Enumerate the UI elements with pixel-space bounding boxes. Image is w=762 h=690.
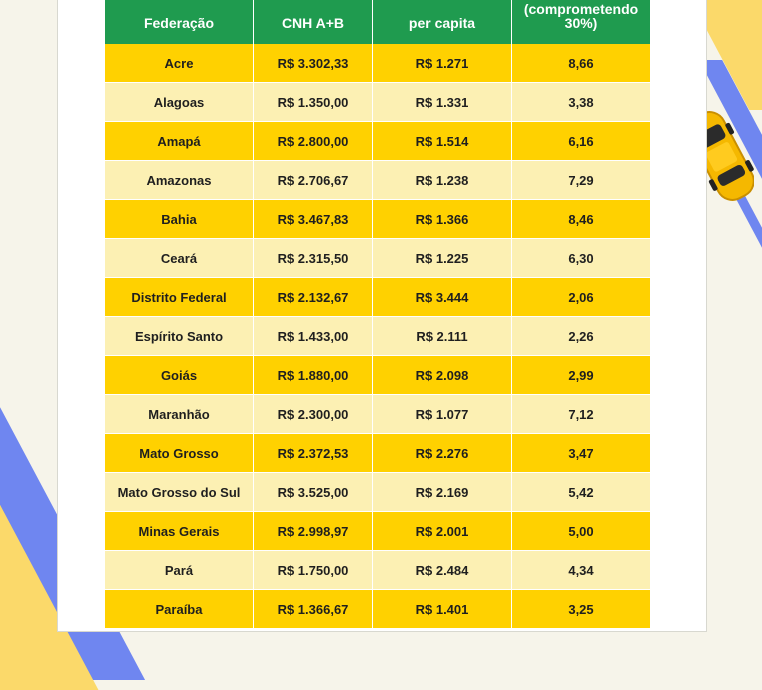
cnh-cell: R$ 1.433,00: [253, 316, 373, 356]
cnh-cell: R$ 2.132,67: [253, 277, 373, 317]
per-capita-cell: R$ 1.401: [372, 589, 512, 629]
per-capita-cell: R$ 2.098: [372, 355, 512, 395]
months-cell: 5,42: [511, 472, 650, 512]
table-row: Distrito Federal R$ 2.132,67 R$ 3.444 2,…: [105, 277, 650, 317]
state-cell: Espírito Santo: [105, 316, 254, 356]
per-capita-cell: R$ 1.238: [372, 160, 512, 200]
months-cell: 6,30: [511, 238, 650, 278]
table-row: Acre R$ 3.302,33 R$ 1.271 8,66: [105, 44, 650, 83]
per-capita-cell: R$ 1.077: [372, 394, 512, 434]
state-cell: Bahia: [105, 199, 254, 239]
header-comprometendo: (comprometendo 30%): [511, 0, 650, 44]
cnh-cell: R$ 3.525,00: [253, 472, 373, 512]
months-cell: 3,38: [511, 82, 650, 122]
cnh-cell: R$ 1.750,00: [253, 550, 373, 590]
header-cnh: CNH A+B: [253, 0, 373, 44]
cnh-cell: R$ 2.315,50: [253, 238, 373, 278]
table-row: Mato Grosso R$ 2.372,53 R$ 2.276 3,47: [105, 433, 650, 473]
months-cell: 6,16: [511, 121, 650, 161]
per-capita-cell: R$ 2.111: [372, 316, 512, 356]
per-capita-cell: R$ 2.001: [372, 511, 512, 551]
cnh-cell: R$ 3.302,33: [253, 44, 373, 83]
per-capita-cell: R$ 2.484: [372, 550, 512, 590]
cnh-cell: R$ 2.998,97: [253, 511, 373, 551]
cnh-cost-table: Federação CNH A+B per capita (compromete…: [105, 0, 650, 629]
per-capita-cell: R$ 1.514: [372, 121, 512, 161]
per-capita-cell: R$ 2.276: [372, 433, 512, 473]
months-cell: 2,26: [511, 316, 650, 356]
cnh-cell: R$ 2.800,00: [253, 121, 373, 161]
state-cell: Goiás: [105, 355, 254, 395]
cnh-cell: R$ 1.880,00: [253, 355, 373, 395]
per-capita-cell: R$ 1.271: [372, 44, 512, 83]
cnh-cell: R$ 1.350,00: [253, 82, 373, 122]
state-cell: Alagoas: [105, 82, 254, 122]
state-cell: Acre: [105, 44, 254, 83]
table-row: Minas Gerais R$ 2.998,97 R$ 2.001 5,00: [105, 511, 650, 551]
table-row: Ceará R$ 2.315,50 R$ 1.225 6,30: [105, 238, 650, 278]
table-row: Goiás R$ 1.880,00 R$ 2.098 2,99: [105, 355, 650, 395]
months-cell: 8,46: [511, 199, 650, 239]
table-row: Bahia R$ 3.467,83 R$ 1.366 8,46: [105, 199, 650, 239]
header-federacao: Federação: [105, 0, 254, 44]
state-cell: Minas Gerais: [105, 511, 254, 551]
state-cell: Pará: [105, 550, 254, 590]
table-row: Alagoas R$ 1.350,00 R$ 1.331 3,38: [105, 82, 650, 122]
months-cell: 3,25: [511, 589, 650, 629]
state-cell: Distrito Federal: [105, 277, 254, 317]
months-cell: 3,47: [511, 433, 650, 473]
months-cell: 2,99: [511, 355, 650, 395]
per-capita-cell: R$ 2.169: [372, 472, 512, 512]
months-cell: 7,29: [511, 160, 650, 200]
cnh-cell: R$ 2.372,53: [253, 433, 373, 473]
state-cell: Ceará: [105, 238, 254, 278]
per-capita-cell: R$ 3.444: [372, 277, 512, 317]
cnh-cell: R$ 2.300,00: [253, 394, 373, 434]
cnh-cell: R$ 1.366,67: [253, 589, 373, 629]
state-cell: Maranhão: [105, 394, 254, 434]
state-cell: Paraíba: [105, 589, 254, 629]
header-per-capita: per capita: [372, 0, 512, 44]
per-capita-cell: R$ 1.366: [372, 199, 512, 239]
table-header-row: Federação CNH A+B per capita (compromete…: [105, 0, 650, 44]
table-row: Pará R$ 1.750,00 R$ 2.484 4,34: [105, 550, 650, 590]
table-row: Paraíba R$ 1.366,67 R$ 1.401 3,25: [105, 589, 650, 629]
state-cell: Mato Grosso: [105, 433, 254, 473]
state-cell: Amapá: [105, 121, 254, 161]
cnh-cell: R$ 2.706,67: [253, 160, 373, 200]
months-cell: 4,34: [511, 550, 650, 590]
cnh-cell: R$ 3.467,83: [253, 199, 373, 239]
state-cell: Mato Grosso do Sul: [105, 472, 254, 512]
months-cell: 7,12: [511, 394, 650, 434]
table-row: Amapá R$ 2.800,00 R$ 1.514 6,16: [105, 121, 650, 161]
table-row: Amazonas R$ 2.706,67 R$ 1.238 7,29: [105, 160, 650, 200]
table-row: Espírito Santo R$ 1.433,00 R$ 2.111 2,26: [105, 316, 650, 356]
months-cell: 5,00: [511, 511, 650, 551]
table-row: Mato Grosso do Sul R$ 3.525,00 R$ 2.169 …: [105, 472, 650, 512]
per-capita-cell: R$ 1.225: [372, 238, 512, 278]
state-cell: Amazonas: [105, 160, 254, 200]
months-cell: 2,06: [511, 277, 650, 317]
per-capita-cell: R$ 1.331: [372, 82, 512, 122]
months-cell: 8,66: [511, 44, 650, 83]
table-row: Maranhão R$ 2.300,00 R$ 1.077 7,12: [105, 394, 650, 434]
